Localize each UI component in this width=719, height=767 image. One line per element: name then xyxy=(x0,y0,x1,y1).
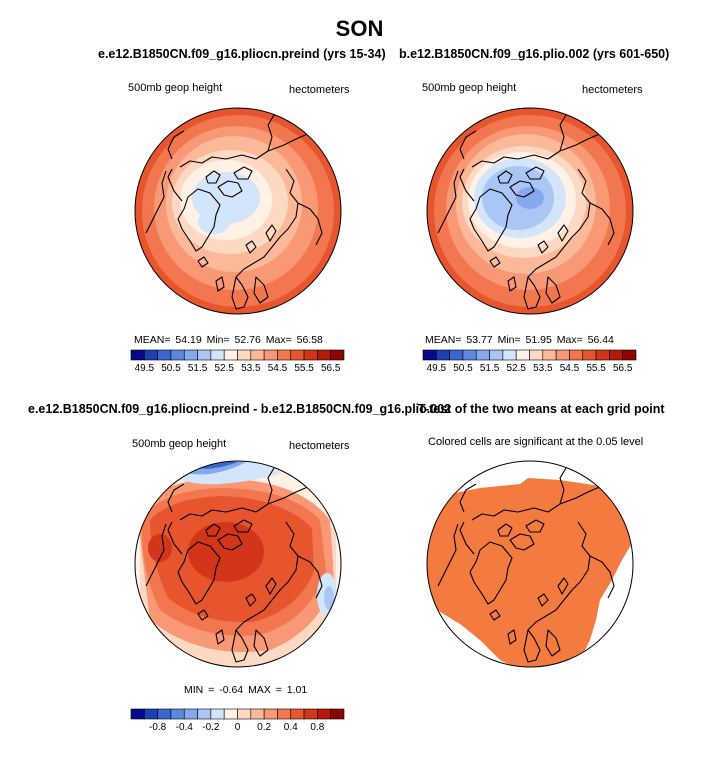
colorbar-swatch xyxy=(515,349,530,361)
colorbar-swatch xyxy=(197,349,212,361)
colorbar-swatch xyxy=(330,349,345,361)
colorbar-tick-label: 0.8 xyxy=(310,722,324,733)
map-border-top-left xyxy=(134,107,342,315)
colorbar-tick-label: 51.5 xyxy=(188,363,208,374)
stats-top-left: MEAN= 54.19 Min= 52.76 Max= 56.58 xyxy=(134,334,323,346)
colorbar-bottom-left: -0.8 -0.4 -0.2 0 0.2 0.4 0.8 xyxy=(130,708,345,733)
colorbar-tick-label: -0.2 xyxy=(202,722,220,733)
colorbar-swatch xyxy=(144,708,158,720)
colorbar-swatch xyxy=(263,708,278,720)
colorbar-swatch xyxy=(290,349,305,361)
colorbar-tick-label: 54.5 xyxy=(268,363,288,374)
colorbar-swatch xyxy=(277,708,292,720)
colorbar-swatch xyxy=(223,349,238,361)
units-label-bottom-left: hectometers xyxy=(289,440,350,452)
colorbar-swatch xyxy=(542,349,557,361)
panel-title-bottom-right: T-test of the two means at each grid poi… xyxy=(418,402,665,416)
colorbar-swatch xyxy=(609,349,623,361)
panel-title-top-right: b.e12.B1850CN.f09_g16.plio.002 (yrs 601-… xyxy=(399,47,670,61)
figure-title: SON xyxy=(335,16,384,41)
colorbar-swatch xyxy=(197,708,212,720)
colorbar-swatch xyxy=(210,349,225,361)
colorbar-tick-label: 56.5 xyxy=(613,363,633,374)
map-border-bottom-left xyxy=(134,460,342,668)
colorbar-swatch xyxy=(144,349,158,361)
map-top-left xyxy=(135,108,341,314)
colorbar-tick-label: 55.5 xyxy=(294,363,314,374)
colorbar-tick-label: 51.5 xyxy=(480,363,500,374)
colorbar-tick-label: 53.5 xyxy=(533,363,553,374)
variable-label-top-right: 500mb geop height xyxy=(422,82,517,94)
colorbar-tick-label: 0.4 xyxy=(284,722,298,733)
colorbar-swatch xyxy=(250,349,265,361)
units-label-top-right: hectometers xyxy=(582,84,643,96)
colorbar-swatch xyxy=(489,349,504,361)
colorbar-swatch xyxy=(502,349,517,361)
significance-note: Colored cells are significant at the 0.0… xyxy=(428,436,644,448)
colorbar-swatch xyxy=(317,708,331,720)
colorbar-swatch xyxy=(263,349,278,361)
colorbar-swatch xyxy=(330,708,345,720)
colorbar-swatch xyxy=(170,708,185,720)
colorbar-tick-label: -0.4 xyxy=(176,722,194,733)
units-label-top-left: hectometers xyxy=(289,84,350,96)
colorbar-swatch xyxy=(317,349,331,361)
colorbar-tick-label: 52.5 xyxy=(214,363,234,374)
colorbar-tick-label: 0.2 xyxy=(257,722,271,733)
colorbar-swatch xyxy=(422,349,437,361)
map-border-top-right xyxy=(426,107,634,315)
colorbar-swatch xyxy=(223,708,238,720)
colorbar-swatch xyxy=(462,349,477,361)
colorbar-swatch xyxy=(183,708,198,720)
colorbar-swatch xyxy=(569,349,584,361)
colorbar-swatch xyxy=(595,349,610,361)
colorbar-tick-label: 49.5 xyxy=(427,363,447,374)
colorbar-tick-label: -0.8 xyxy=(149,722,167,733)
colorbar-swatch xyxy=(555,349,570,361)
colorbar-swatch xyxy=(303,349,318,361)
colorbar-swatch xyxy=(250,708,265,720)
colorbar-tick-label: 52.5 xyxy=(506,363,526,374)
colorbar-tick-label: 50.5 xyxy=(453,363,473,374)
map-bottom-right xyxy=(427,461,633,667)
map-top-right xyxy=(427,108,633,314)
stats-bottom-left: MIN = -0.64 MAX = 1.01 xyxy=(184,684,308,696)
colorbar-swatch xyxy=(130,708,145,720)
colorbar-swatch xyxy=(157,708,172,720)
colorbar-swatch xyxy=(237,349,252,361)
colorbar-swatch xyxy=(183,349,198,361)
colorbar-swatch xyxy=(237,708,252,720)
colorbar-tick-label: 56.5 xyxy=(321,363,341,374)
colorbar-swatch xyxy=(303,708,318,720)
colorbar-swatch xyxy=(277,349,292,361)
colorbar-tick-label: 49.5 xyxy=(135,363,155,374)
stats-top-right: MEAN= 53.77 Min= 51.95 Max= 56.44 xyxy=(425,334,614,346)
colorbar-swatch xyxy=(622,349,637,361)
panel-title-bottom-left: e.e12.B1850CN.f09_g16.pliocn.preind - b.… xyxy=(28,402,452,416)
map-bottom-left xyxy=(135,461,341,667)
colorbar-swatch xyxy=(130,349,145,361)
colorbar-swatch xyxy=(449,349,464,361)
colorbar-tick-label: 50.5 xyxy=(161,363,181,374)
colorbar-tick-label: 53.5 xyxy=(241,363,261,374)
colorbar-tick-label: 55.5 xyxy=(586,363,606,374)
colorbar-swatch xyxy=(290,708,305,720)
colorbar-swatch xyxy=(210,708,225,720)
colorbar-tick-label: 0 xyxy=(235,722,241,733)
colorbar-swatch xyxy=(529,349,544,361)
colorbar-swatch xyxy=(436,349,450,361)
panel-title-top-left: e.e12.B1850CN.f09_g16.pliocn.preind (yrs… xyxy=(98,47,386,61)
colorbar-swatch xyxy=(582,349,597,361)
colorbar-swatch xyxy=(475,349,490,361)
colorbar-swatch xyxy=(170,349,185,361)
colorbar-top-right: 49.5 50.5 51.5 52.5 53.5 54.5 55.5 56.5 xyxy=(422,349,637,374)
colorbar-tick-label: 54.5 xyxy=(560,363,580,374)
map-border-bottom-right xyxy=(426,460,634,668)
colorbar-top-left: 49.5 50.5 51.5 52.5 53.5 54.5 55.5 56.5 xyxy=(130,349,345,374)
colorbar-swatch xyxy=(157,349,172,361)
variable-label-bottom-left: 500mb geop height xyxy=(132,438,227,450)
variable-label-top-left: 500mb geop height xyxy=(128,82,223,94)
